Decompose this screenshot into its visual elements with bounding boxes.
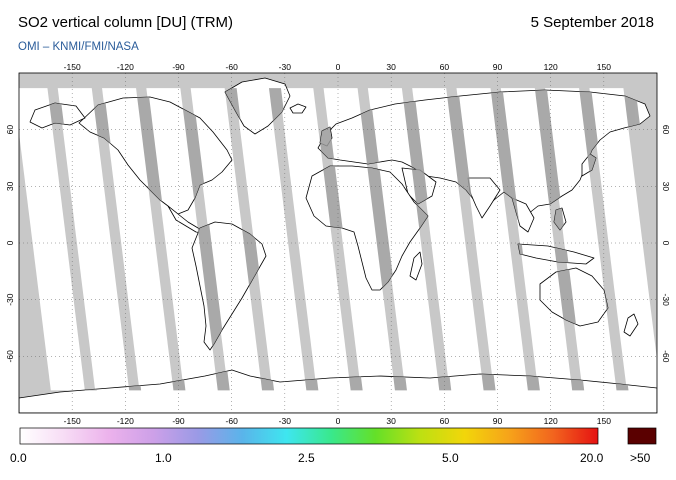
bottom-lon-tick-9: 120 [544,416,558,426]
no-data-gap-3 [180,88,230,391]
bottom-lon-tick-5: 0 [336,416,341,426]
top-lon-tick-1: -120 [117,62,134,72]
bottom-lon-tick-8: 90 [493,416,503,426]
top-lon-tick-7: 60 [440,62,450,72]
top-lon-tick-9: 120 [544,62,558,72]
axis-ticks: -150 -150 -120 -120 -90 -90 -60 -60 -30 -30 0 0 30 30… [5,62,671,426]
madagascar [409,251,423,281]
colorbar-label-overflow: >50 [630,451,651,465]
bottom-lon-tick-0: -150 [64,416,81,426]
left-lat-tick-0: 60 [5,125,15,135]
bottom-lon-tick-1: -120 [117,416,134,426]
australia [539,267,609,327]
swath-0 [19,88,85,391]
top-lon-tick-2: -90 [172,62,185,72]
bottom-lon-tick-7: 60 [440,416,450,426]
colorbar-overflow [627,427,657,445]
colorbar-label-3: 5.0 [442,451,459,465]
swath-5 [234,88,307,391]
top-lon-tick-5: 0 [336,62,341,72]
map-title: SO2 vertical column [DU] (TRM) [18,14,234,31]
top-lon-tick-4: -30 [279,62,292,72]
colorbar-label-0: 0.0 [10,451,27,465]
right-lat-tick-2: 0 [661,241,671,246]
swath-13 [589,88,657,391]
top-lon-tick-3: -60 [226,62,239,72]
right-lat-tick-0: 60 [661,125,671,135]
top-lon-tick-6: 30 [386,62,396,72]
iceland [289,103,307,114]
graticule [19,73,657,413]
top-lon-tick-10: 150 [597,62,611,72]
swath-6 [279,88,351,391]
left-lat-tick-4: -60 [5,350,15,363]
bottom-lon-tick-4: -30 [279,416,292,426]
map-frame [18,72,658,414]
colorbar-label-1: 1.0 [155,451,172,465]
bottom-lon-tick-10: 150 [597,416,611,426]
eurasia [317,89,651,215]
new-zealand [623,313,639,337]
left-lat-tick-1: 30 [5,181,15,191]
swath-2 [102,88,174,391]
top-lon-tick-0: -150 [64,62,81,72]
bottom-lon-tick-3: -60 [226,416,239,426]
bottom-lon-tick-6: 30 [386,416,396,426]
bottom-lon-tick-2: -90 [172,416,185,426]
swath-1 [57,88,130,391]
top-lon-tick-8: 90 [493,62,503,72]
credit-line: OMI – KNMI/FMI/NASA [18,41,139,53]
right-lat-tick-3: -30 [661,294,671,307]
right-lat-tick-1: 30 [661,182,671,192]
map-date: 5 September 2018 [530,14,654,31]
right-lat-tick-4: -60 [661,350,671,363]
left-lat-tick-2: 0 [5,240,15,245]
colorbar-label-2: 2.5 [298,451,315,465]
left-lat-tick-3: -30 [5,293,15,306]
colorbar [19,427,599,445]
colorbar-label-4: 20.0 [580,451,604,465]
